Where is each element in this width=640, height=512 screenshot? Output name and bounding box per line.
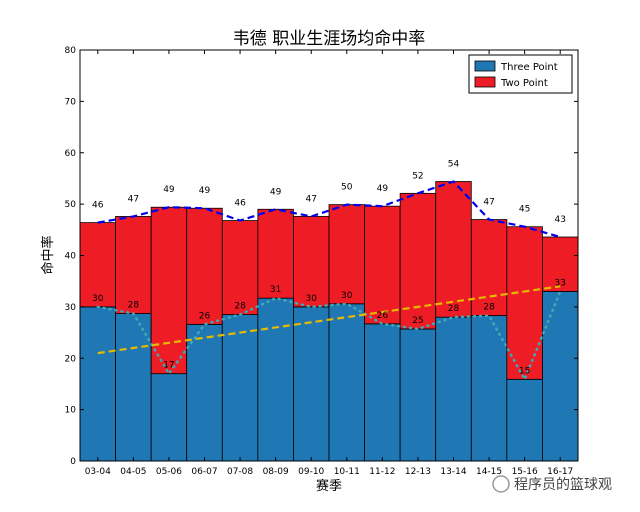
x-tick-label: 05-06 xyxy=(156,467,182,477)
three-point-label: 28 xyxy=(483,303,495,313)
two-point-bar xyxy=(435,181,472,318)
two-point-bar xyxy=(150,206,188,375)
y-tick-label: 30 xyxy=(65,303,77,313)
x-tick-label: 09-10 xyxy=(298,467,324,477)
two-point-bar xyxy=(328,204,365,305)
x-tick-label: 04-05 xyxy=(120,467,146,477)
y-axis-label: 命中率 xyxy=(40,235,56,274)
total-label: 49 xyxy=(163,185,175,195)
three-point-bar xyxy=(506,378,543,462)
two-point-bar xyxy=(257,208,294,299)
three-point-bar xyxy=(79,306,116,462)
three-point-label: 26 xyxy=(377,311,389,321)
total-label: 49 xyxy=(270,187,282,197)
three-point-label: 30 xyxy=(341,291,353,301)
three-point-label: 26 xyxy=(199,311,211,321)
three-point-bar xyxy=(399,328,437,462)
y-tick-label: 50 xyxy=(65,200,77,210)
x-tick-label: 13-14 xyxy=(440,467,466,477)
y-tick-label: 0 xyxy=(70,457,76,467)
total-label: 46 xyxy=(234,199,246,209)
two-point-bar xyxy=(221,220,259,315)
three-point-label: 15 xyxy=(519,366,530,376)
total-label: 47 xyxy=(483,198,494,208)
three-point-label: 25 xyxy=(412,316,423,326)
total-line xyxy=(97,180,561,239)
watermark: 程序员的篮球观 xyxy=(492,475,612,493)
two-point-bar xyxy=(115,216,152,314)
legend-swatch xyxy=(474,60,496,72)
two-point-bar xyxy=(542,236,579,292)
total-label: 49 xyxy=(199,186,211,196)
three-point-label: 17 xyxy=(163,361,174,371)
three-point-label: 30 xyxy=(305,294,317,304)
two-point-bar xyxy=(293,216,330,308)
two-point-bar xyxy=(186,207,223,325)
x-tick-label: 03-04 xyxy=(85,467,111,477)
three-point-label: 28 xyxy=(448,304,460,314)
legend-label: Two Point xyxy=(500,78,548,89)
two-point-bar xyxy=(506,226,543,380)
total-label: 47 xyxy=(128,194,139,204)
total-label: 54 xyxy=(448,160,460,170)
y-tick-label: 70 xyxy=(65,97,77,107)
three-point-label: 30 xyxy=(92,294,104,304)
three-point-bar xyxy=(221,314,259,462)
legend: Three Point Two Point xyxy=(468,54,573,94)
total-label: 50 xyxy=(341,183,353,193)
x-tick-label: 11-12 xyxy=(369,467,395,477)
x-tick-label: 10-11 xyxy=(334,467,360,477)
three-point-label: 28 xyxy=(128,301,140,311)
watermark-icon xyxy=(492,475,510,493)
three-point-label: 28 xyxy=(234,302,246,312)
x-tick-label: 12-13 xyxy=(405,467,431,477)
y-tick-label: 80 xyxy=(65,46,77,56)
chart-title: 韦德 职业生涯场均命中率 xyxy=(233,29,425,49)
three-point-bar xyxy=(257,297,294,462)
total-label: 47 xyxy=(305,194,316,204)
three-point-bar xyxy=(293,306,330,462)
three-point-label: 31 xyxy=(270,285,281,295)
three-point-bar xyxy=(542,291,579,462)
three-point-bar xyxy=(328,303,365,462)
x-axis-label: 赛季 xyxy=(316,478,342,494)
three-point-bar xyxy=(150,373,188,462)
three-point-label: 33 xyxy=(554,278,565,288)
total-label: 45 xyxy=(519,205,530,215)
y-tick-label: 60 xyxy=(65,149,77,159)
total-label: 49 xyxy=(377,184,389,194)
total-label: 46 xyxy=(92,201,104,211)
total-label: 43 xyxy=(554,215,565,225)
y-tick-label: 40 xyxy=(65,252,77,262)
x-tick-label: 14-15 xyxy=(476,467,502,477)
three-point-bar xyxy=(115,313,152,462)
two-point-bar xyxy=(470,219,508,317)
plot-area: 46 30 47 28 49 17 49 26 46 28 49 31 47 30 50 30 49 26 52 25… xyxy=(65,46,579,477)
y-tick-label: 20 xyxy=(65,354,77,364)
three-point-bar xyxy=(470,315,508,462)
trend-line xyxy=(97,285,561,355)
x-tick-label: 06-07 xyxy=(191,467,217,477)
three-point-bar xyxy=(186,323,223,462)
legend-label: Three Point xyxy=(500,62,558,73)
two-point-bar xyxy=(364,205,401,325)
y-tick-label: 10 xyxy=(65,406,77,416)
total-label: 52 xyxy=(412,171,423,181)
three-point-bar xyxy=(435,316,472,462)
two-point-bar xyxy=(79,222,116,308)
x-tick-label: 15-16 xyxy=(512,467,538,477)
three-point-line xyxy=(96,290,562,383)
x-tick-label: 08-09 xyxy=(263,467,289,477)
legend-swatch xyxy=(474,76,496,88)
x-tick-label: 16-17 xyxy=(547,467,573,477)
x-tick-label: 07-08 xyxy=(227,467,253,477)
watermark-text: 程序员的篮球观 xyxy=(514,477,612,493)
three-point-bar xyxy=(364,323,401,462)
